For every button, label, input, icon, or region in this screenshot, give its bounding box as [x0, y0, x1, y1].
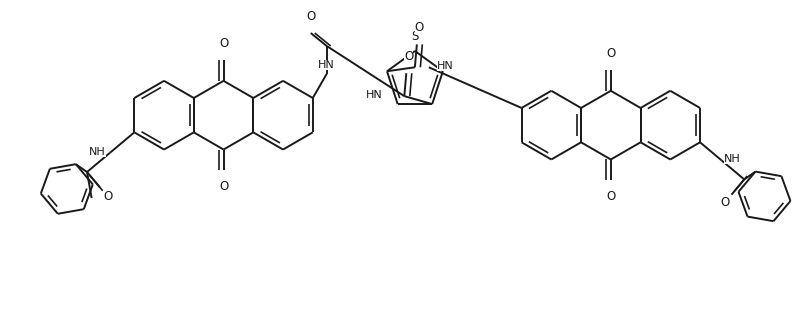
- Text: O: O: [219, 37, 228, 50]
- Text: NH: NH: [89, 147, 106, 157]
- Text: O: O: [306, 10, 315, 23]
- Text: O: O: [415, 21, 424, 34]
- Text: HN: HN: [318, 60, 335, 70]
- Text: O: O: [103, 190, 113, 203]
- Text: HN: HN: [365, 90, 382, 100]
- Text: HN: HN: [437, 61, 453, 71]
- Text: O: O: [219, 180, 228, 193]
- Text: O: O: [606, 190, 615, 203]
- Text: O: O: [606, 47, 615, 60]
- Text: S: S: [411, 30, 419, 43]
- Text: O: O: [721, 196, 729, 209]
- Text: NH: NH: [725, 154, 741, 164]
- Text: O: O: [404, 50, 413, 63]
